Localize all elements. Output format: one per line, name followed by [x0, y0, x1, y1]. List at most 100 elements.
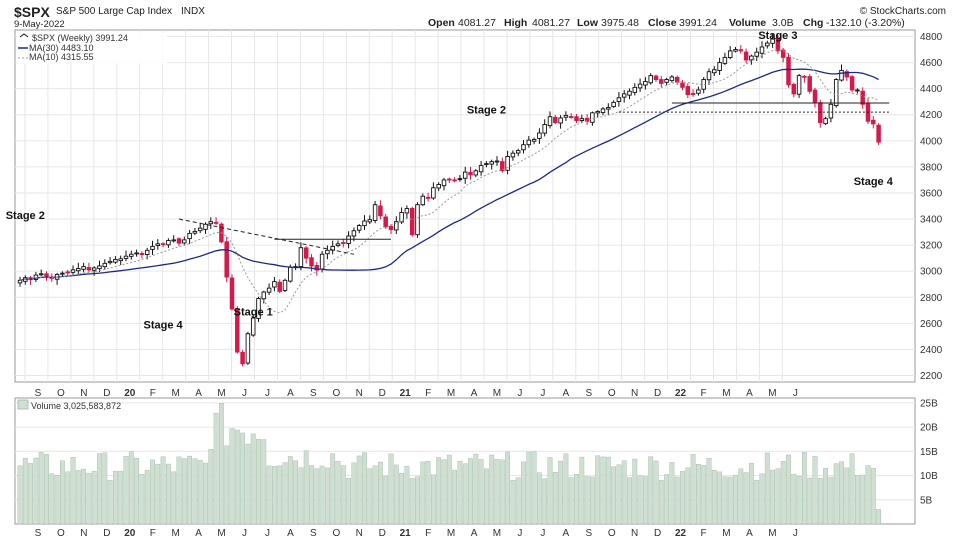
candle-body: [706, 71, 712, 81]
candle-body: [690, 93, 696, 95]
price-x-tick-label: M: [172, 388, 180, 399]
volume-bar: [54, 475, 60, 525]
candle-body: [303, 247, 309, 259]
volume-bar: [65, 471, 71, 525]
volume-x-tick-label: M: [217, 528, 225, 539]
candle-body: [235, 309, 240, 353]
candle-body: [558, 117, 563, 124]
price-x-tick-label: N: [631, 388, 638, 399]
candle-body: [70, 269, 76, 273]
volume-bar: [849, 453, 855, 525]
high-label: High: [504, 17, 527, 29]
close-label: Close: [648, 17, 677, 29]
volume-bar: [833, 463, 839, 525]
volume-bar: [81, 468, 87, 525]
volume-x-tick-label: 21: [400, 528, 412, 539]
volume-x-tick-label: 20: [124, 528, 136, 539]
legend-series: $SPX (Weekly) 3991.24: [32, 33, 128, 43]
volume-x-tick-label: J: [793, 528, 798, 539]
volume-bar: [49, 473, 55, 525]
volume-bar: [144, 470, 150, 525]
candle-body: [213, 221, 219, 224]
volume-bar: [499, 459, 505, 525]
volume-bar: [38, 452, 44, 525]
volume-bar: [102, 452, 108, 525]
volume-x-tick-label: S: [35, 528, 42, 539]
volume-bar: [775, 468, 781, 525]
moving-averages: [19, 49, 879, 314]
volume-x-tick-label: A: [746, 528, 753, 539]
candle-body: [171, 239, 176, 242]
candle-body: [823, 118, 828, 125]
candle-body: [637, 83, 643, 89]
volume-bars: [17, 403, 882, 525]
volume-bar: [277, 465, 283, 525]
volume-x-tick-label: S: [310, 528, 317, 539]
volume-x-tick-label: M: [493, 528, 501, 539]
downtrend-line: [178, 218, 354, 255]
candle-body: [86, 267, 92, 271]
candle-body: [81, 266, 86, 270]
volume-bar: [865, 465, 871, 525]
candle-body: [309, 257, 314, 267]
volume-bar: [181, 458, 187, 525]
candle-body: [452, 179, 457, 182]
volume-bar: [611, 466, 617, 525]
candle-body: [134, 252, 139, 255]
candle-body: [727, 50, 733, 58]
candle-body: [770, 38, 775, 44]
price-x-tick-label: N: [356, 388, 363, 399]
price-x-tick-label: M: [768, 388, 776, 399]
volume-bar: [462, 463, 468, 525]
volume-bar: [224, 445, 230, 525]
volume-bar: [828, 476, 834, 525]
legend-ma10: MA(10) 4315.55: [29, 52, 94, 62]
candle-body: [123, 255, 129, 259]
volume-bar: [452, 469, 457, 525]
candle-body: [372, 204, 378, 221]
candle-body: [457, 178, 463, 181]
volume-bar: [229, 428, 235, 525]
volume-bar: [457, 461, 463, 525]
volume-x-tick-label: N: [356, 528, 363, 539]
volume-value: 3.0B: [772, 17, 794, 29]
volume-x-tick-label: N: [631, 528, 638, 539]
volume-bar: [409, 478, 415, 525]
trendline-annotations: [178, 102, 890, 255]
price-legend: $SPX (Weekly) 3991.24 MA(30) 4483.10 MA(…: [17, 32, 167, 64]
stage-annotation-label: Stage 2: [467, 104, 506, 116]
price-x-tick-label: 21: [400, 388, 412, 399]
candle-body: [754, 51, 759, 57]
candle-body: [325, 249, 330, 255]
candle-body: [685, 86, 691, 95]
volume-bar: [600, 456, 606, 525]
volume-bar: [367, 468, 373, 525]
price-tick-label: 4600: [920, 58, 943, 69]
volume-x-tick-label: M: [172, 528, 180, 539]
volume-x-tick-label: A: [562, 528, 569, 539]
volume-bar: [653, 460, 659, 525]
candle-body: [44, 273, 49, 277]
candle-body: [871, 119, 876, 125]
volume-bar: [568, 477, 574, 525]
volume-bar: [515, 477, 521, 525]
candle-body: [849, 76, 855, 91]
volume-bar: [494, 459, 500, 525]
candle-body: [489, 161, 494, 165]
volume-bar: [802, 451, 807, 525]
volume-bar: [123, 456, 129, 525]
volume-bar: [468, 458, 473, 525]
candle-body: [743, 51, 749, 61]
volume-bar: [738, 468, 744, 525]
open-label: Open: [428, 17, 455, 29]
candle-body: [828, 103, 834, 119]
candle-body: [621, 93, 627, 98]
price-tick-label: 3600: [920, 188, 943, 199]
candle-legend-icon: [19, 33, 29, 38]
candle-body: [484, 163, 489, 166]
candle-body: [277, 281, 282, 292]
candle-body: [187, 232, 192, 240]
volume-bar: [542, 478, 548, 525]
volume-bar: [590, 476, 595, 525]
